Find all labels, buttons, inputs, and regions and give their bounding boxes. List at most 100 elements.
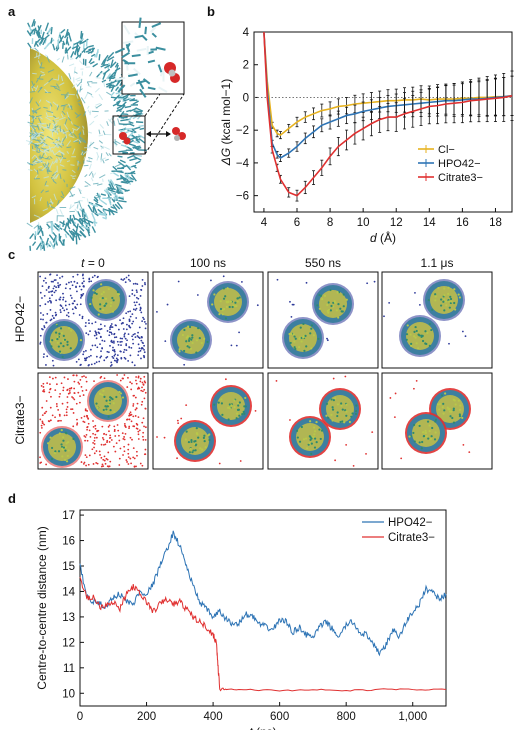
free-ion [89, 330, 91, 333]
ligand-stroke [68, 229, 74, 236]
free-ion [128, 427, 130, 429]
ligand-stroke [129, 157, 138, 162]
free-ion [64, 300, 67, 303]
nanoparticle-texture [198, 337, 201, 340]
free-ion [46, 355, 49, 358]
ligand-stroke [135, 139, 141, 144]
nanoparticle-texture [221, 313, 224, 316]
y-tick-label: 0 [243, 92, 249, 104]
ligand-stroke [118, 196, 125, 200]
ligand-stroke [54, 170, 58, 174]
ligand-stroke [61, 152, 64, 158]
free-ion [51, 377, 54, 380]
free-ion [127, 452, 130, 455]
ligand-stroke [114, 163, 122, 168]
free-ion [128, 324, 130, 327]
free-ion [84, 439, 86, 442]
free-ion [111, 326, 114, 328]
nanoparticle-texture [434, 295, 437, 298]
free-ion [124, 337, 127, 340]
ligand-stroke [60, 75, 64, 82]
ligand-stroke [82, 149, 88, 156]
ligand-stroke [47, 201, 49, 208]
free-ion [81, 282, 84, 284]
ligand-stroke [47, 169, 52, 173]
nanoparticle-texture [293, 340, 296, 343]
ligand-stroke [43, 125, 50, 129]
free-ion [109, 324, 112, 327]
free-ion [135, 407, 138, 410]
trajectory-line-1 [79, 576, 447, 692]
ligand-stroke [69, 58, 74, 60]
free-ion [230, 344, 233, 347]
snapshot-time-label: t = 0 [81, 256, 105, 270]
free-ion [119, 350, 122, 353]
nanoparticle-texture [206, 340, 209, 344]
free-ion [132, 342, 135, 345]
ligand-stroke [53, 193, 57, 201]
nanoparticle-texture [405, 333, 409, 336]
nanoparticle-texture [57, 345, 60, 348]
free-ion [93, 380, 95, 383]
free-ion [39, 341, 42, 344]
nanoparticle-texture [185, 430, 188, 433]
free-ion [71, 284, 74, 287]
nanoparticle-texture [438, 408, 441, 411]
nanoparticle-texture [434, 418, 438, 421]
ligand-stroke [137, 134, 145, 139]
y-tick-label: −4 [236, 158, 250, 170]
free-ion [91, 344, 94, 347]
free-ion [43, 412, 46, 415]
nanoparticle-texture [208, 438, 211, 442]
free-ion [114, 450, 117, 453]
nanoparticle-texture [190, 440, 193, 444]
free-ion [142, 435, 144, 438]
free-ion [139, 306, 142, 309]
free-ion [80, 416, 83, 419]
nanoparticle-texture [309, 438, 312, 442]
free-ion [123, 438, 126, 441]
free-ion [140, 357, 142, 360]
x-tick-label: 8 [327, 217, 333, 229]
free-ion [75, 374, 78, 377]
nanoparticle-texture [191, 341, 194, 345]
ligand-stroke [106, 73, 112, 80]
free-ion [42, 356, 45, 358]
ligand-stroke [108, 118, 113, 124]
ligand-stroke [79, 86, 82, 93]
free-ion [388, 302, 391, 304]
free-ion [131, 361, 134, 364]
free-ion [141, 347, 144, 350]
free-ion [143, 344, 145, 347]
free-ion [123, 422, 126, 425]
ligand-stroke [64, 223, 68, 231]
nanoparticle-texture [441, 406, 444, 409]
free-ion [109, 434, 112, 437]
free-ion [132, 320, 135, 323]
ligand-stroke [46, 55, 50, 63]
free-ion [135, 317, 138, 319]
free-ion [45, 410, 48, 413]
free-ion [84, 409, 87, 412]
free-ion [100, 375, 103, 378]
inset-ligand-stroke [144, 26, 148, 35]
ligand-stroke [78, 139, 82, 143]
free-ion [82, 292, 85, 295]
free-ion [39, 312, 42, 314]
free-ion [413, 387, 415, 390]
nanoparticle-texture [241, 412, 244, 416]
nanoparticle-texture [421, 440, 424, 444]
nanoparticle-texture [56, 337, 59, 341]
nanoparticle-texture [211, 303, 214, 306]
nanoparticle-texture [430, 435, 433, 438]
nanoparticle-texture [452, 407, 455, 410]
ligand-stroke [35, 101, 40, 107]
free-ion [81, 274, 84, 277]
free-ion [81, 317, 84, 320]
ligand-stroke [50, 161, 54, 166]
free-ion [137, 350, 140, 353]
ligand-stroke [33, 27, 37, 35]
ligand-stroke [92, 173, 94, 178]
free-ion [142, 438, 145, 441]
free-ion [139, 309, 142, 312]
